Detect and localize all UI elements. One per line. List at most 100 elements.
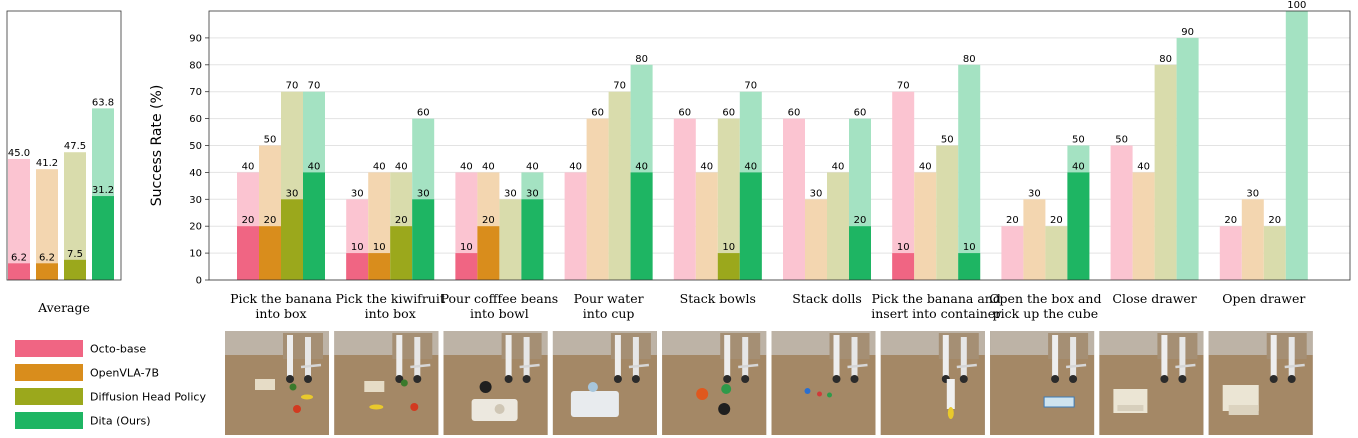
robot-arm-2 — [523, 337, 530, 377]
bar-outer — [827, 172, 849, 280]
scene-table — [771, 355, 876, 435]
bar-value-label: 30 — [351, 188, 364, 199]
x-category-label: into box — [365, 306, 416, 321]
avg-inner-value-label: 6.2 — [11, 252, 27, 263]
banana-object — [947, 407, 954, 419]
bar-value-label: 30 — [504, 188, 517, 199]
avg-inner-value-label: 31.2 — [92, 185, 114, 196]
avg-inner-value-label: 6.2 — [39, 252, 55, 263]
x-category-label: into box — [255, 306, 306, 321]
bar-inner — [1067, 172, 1090, 280]
robot-arm-2 — [632, 337, 639, 377]
black-bowl-object — [718, 403, 731, 415]
bar-value-label: 80 — [963, 54, 976, 65]
bar-value-label: 70 — [613, 81, 626, 92]
bar-value-label: 60 — [417, 108, 430, 119]
robot-arm-2 — [1179, 337, 1186, 377]
avg-bar-outer — [64, 152, 86, 280]
y-tick-label: 30 — [189, 195, 202, 206]
bar-inner-value-label: 20 — [395, 215, 408, 226]
robot-gripper — [1160, 375, 1169, 383]
robot-gripper — [959, 375, 968, 383]
bar-inner-value-label: 30 — [286, 188, 299, 199]
bar-outer — [1263, 226, 1286, 280]
bar-inner — [477, 226, 500, 280]
bar-value-label: 40 — [569, 161, 582, 172]
bar-value-label: 40 — [373, 161, 386, 172]
bar-value-label: 100 — [1287, 0, 1306, 11]
bar-value-label: 50 — [941, 135, 954, 146]
bar-value-label: 50 — [1072, 135, 1085, 146]
tomato-object — [410, 403, 419, 411]
legend-label: Octo-base — [90, 343, 146, 356]
robot-arm-1 — [833, 335, 840, 377]
scene-marker-strip — [410, 363, 431, 369]
bar-inner-value-label: 10 — [351, 242, 364, 253]
robot-gripper — [1178, 375, 1187, 383]
bar-inner — [455, 253, 478, 280]
bar-outer — [1023, 199, 1046, 280]
doll-object — [804, 388, 811, 394]
bar-value-label: 40 — [919, 161, 932, 172]
robot-gripper — [304, 375, 312, 383]
bar-inner — [412, 199, 435, 280]
x-category-label: into bowl — [470, 306, 529, 321]
avg-bar-inner — [36, 263, 58, 280]
avg-panel-frame — [6, 10, 122, 281]
y-tick-label: 70 — [189, 87, 202, 98]
scene-table — [443, 355, 548, 435]
scene-table — [334, 355, 439, 435]
bar-value-label: 30 — [810, 188, 823, 199]
bar-outer — [1241, 199, 1264, 280]
robot-gripper — [613, 375, 622, 383]
bar-inner-value-label: 40 — [308, 161, 321, 172]
bar-inner-value-label: 10 — [373, 242, 386, 253]
robot-arm-2 — [960, 337, 967, 377]
bar-value-label: 90 — [1181, 27, 1194, 38]
robot-gripper — [1287, 375, 1296, 383]
bar-value-label: 40 — [526, 161, 539, 172]
bar-inner-value-label: 10 — [897, 242, 910, 253]
robot-arm-1 — [942, 335, 949, 377]
bar-value-label: 50 — [264, 135, 277, 146]
scene-marker-strip — [628, 363, 650, 369]
avg-value-label: 45.0 — [8, 148, 30, 159]
bar-inner-value-label: 20 — [264, 215, 277, 226]
x-category-label: Pour cofffee beans — [441, 291, 559, 306]
avg-bar-outer — [8, 158, 30, 280]
bar-outer — [586, 118, 609, 280]
bar-outer — [673, 118, 696, 280]
bar-value-label: 80 — [1159, 54, 1172, 65]
bar-outer — [1285, 11, 1308, 280]
bar-value-label: 80 — [635, 54, 648, 65]
bar-value-label: 20 — [1050, 215, 1063, 226]
y-tick-label: 20 — [189, 222, 202, 233]
bar-inner — [303, 172, 325, 280]
y-tick-label: 0 — [196, 276, 202, 287]
bar-outer — [1110, 145, 1133, 280]
drawer-front — [1228, 405, 1259, 415]
bar-outer — [1176, 37, 1199, 281]
cup-object — [587, 382, 598, 392]
bar-outer — [936, 145, 959, 280]
scene-marker-strip — [738, 363, 759, 369]
robot-arm-1 — [1270, 335, 1277, 377]
bar-inner — [521, 199, 544, 280]
robot-gripper — [1051, 375, 1060, 383]
scene-table — [990, 355, 1095, 435]
doll-object — [817, 391, 822, 397]
bar-outer — [1219, 226, 1242, 280]
orange-bowl-object — [696, 388, 709, 400]
bar-value-label: 40 — [395, 161, 408, 172]
avg-inner-value-label: 7.5 — [67, 249, 83, 260]
scene-marker-strip — [1175, 363, 1196, 369]
avg-bar-inner — [92, 196, 114, 280]
bar-value-label: 70 — [744, 81, 757, 92]
cube-box-object — [1043, 396, 1075, 408]
bar-inner — [281, 199, 303, 280]
scene-marker-strip — [847, 363, 868, 369]
scene-marker-strip — [1065, 363, 1087, 369]
avg-bar-outer — [36, 169, 58, 280]
cup-object — [494, 404, 505, 414]
